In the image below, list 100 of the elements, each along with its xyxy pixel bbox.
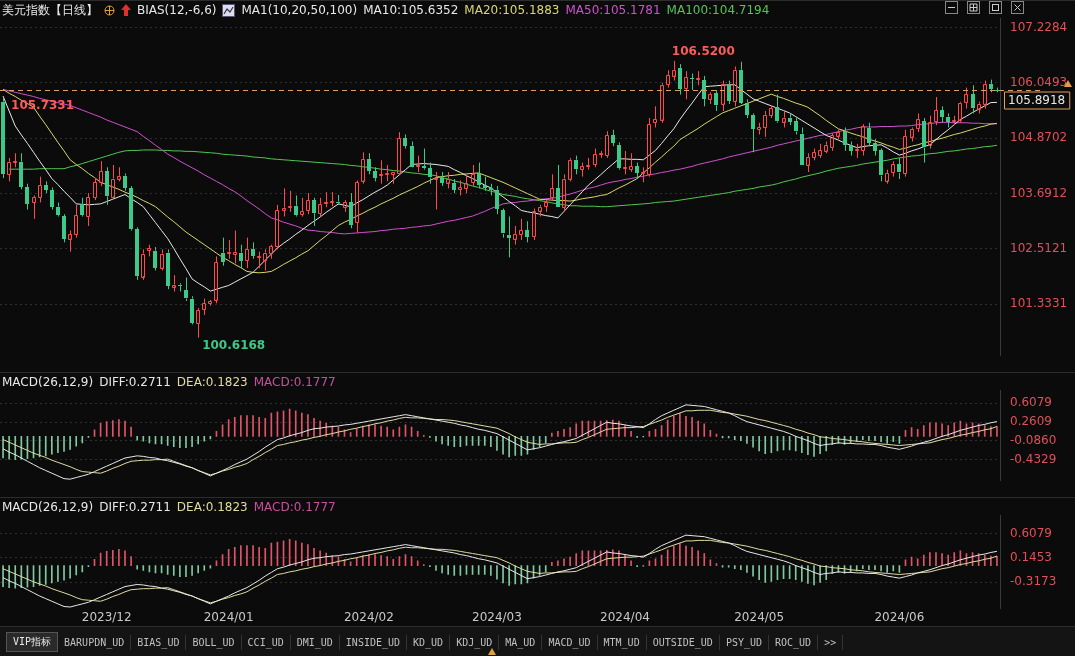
chart-title: 美元指数【日线】 xyxy=(2,1,98,19)
candlestick xyxy=(653,105,657,128)
y-tick-label: 102.5121 xyxy=(1010,240,1068,255)
chart-title: MACD(26,12,9) xyxy=(2,375,94,389)
candlestick xyxy=(471,164,475,187)
candlestick xyxy=(660,82,664,124)
candlestick xyxy=(580,162,584,178)
text: BOLL_UD xyxy=(186,634,242,650)
text: MA50:105.1781 xyxy=(565,3,661,17)
candlestick xyxy=(562,173,566,213)
text: MACD:0.1777 xyxy=(253,500,336,514)
y-tick-label: 107.2284 xyxy=(1010,19,1068,34)
candlestick xyxy=(251,241,255,260)
x-tick-label: 2024/04 xyxy=(600,609,650,624)
candlestick xyxy=(971,84,975,114)
text: OUTSIDE_UD xyxy=(646,634,720,650)
candlestick xyxy=(385,164,389,182)
text: MA10:105.6352 xyxy=(363,3,459,17)
candlestick xyxy=(678,63,682,96)
text: MA100:104.7194 xyxy=(666,3,770,17)
text: MACD:0.1777 xyxy=(253,375,336,389)
candlestick xyxy=(221,237,225,267)
candlestick xyxy=(172,274,176,293)
candlestick xyxy=(538,204,542,218)
candlestick xyxy=(318,197,322,218)
candlestick xyxy=(282,187,286,218)
candlestick xyxy=(513,225,517,246)
candlestick xyxy=(574,155,578,175)
text: PSY_UD xyxy=(719,634,769,650)
candlestick xyxy=(99,160,103,187)
text: DMI_UD xyxy=(290,634,340,650)
candlestick xyxy=(288,190,292,213)
annotation: 106.5200 xyxy=(671,43,735,58)
candlestick xyxy=(903,129,907,178)
candlestick xyxy=(355,179,359,234)
candlestick xyxy=(68,230,72,253)
text: VIP指标 xyxy=(6,632,59,652)
candlestick xyxy=(44,180,48,194)
candlestick xyxy=(489,183,493,196)
candlestick xyxy=(507,216,511,258)
x-tick-label: 2024/01 xyxy=(203,609,254,624)
candlestick xyxy=(745,98,749,119)
candlestick xyxy=(440,171,444,187)
candlestick xyxy=(111,164,115,198)
candlestick xyxy=(763,110,767,138)
candlestick xyxy=(19,152,23,190)
y-tick-label: 0.1453 xyxy=(1010,550,1052,565)
y-tick-label: 106.0493 xyxy=(1010,75,1068,90)
y-tick-label: 0.6079 xyxy=(1010,525,1052,540)
chart-subtitle: BIAS(12,-6,6) xyxy=(137,3,217,17)
text: DEA:0.1823 xyxy=(176,500,248,514)
candlestick xyxy=(330,191,334,207)
candlestick xyxy=(32,194,36,220)
candlestick xyxy=(446,171,450,189)
candlestick xyxy=(672,60,676,82)
candlestick xyxy=(861,123,865,157)
candlestick xyxy=(361,151,365,185)
x-tick-label: 2024/05 xyxy=(734,609,785,624)
x-tick-label: 2024/02 xyxy=(343,609,394,624)
x-tick-label: 2023/12 xyxy=(81,609,132,624)
y-tick-label: -0.3173 xyxy=(1010,574,1057,589)
candlestick xyxy=(123,172,127,192)
candlestick xyxy=(312,197,316,227)
candlestick xyxy=(117,166,121,182)
text: DIFF:0.2711 xyxy=(99,500,171,514)
text: DEA:0.1823 xyxy=(176,375,248,389)
y-tick-label: 0.2609 xyxy=(1010,414,1052,429)
candlestick xyxy=(324,191,328,208)
candlestick xyxy=(233,230,237,264)
candlestick xyxy=(495,185,499,215)
candlestick xyxy=(916,112,920,133)
candlestick xyxy=(873,138,877,157)
candlestick xyxy=(196,307,200,339)
candlestick xyxy=(849,141,853,157)
candlestick xyxy=(306,192,310,215)
candlestick xyxy=(714,89,718,112)
candlestick xyxy=(178,284,182,293)
x-tick-label: 2024/03 xyxy=(472,609,522,624)
candlestick xyxy=(263,248,267,271)
candlestick xyxy=(782,110,786,128)
text: MTM_UD xyxy=(597,634,647,650)
candlestick xyxy=(477,162,481,189)
y-tick-label: 101.3331 xyxy=(1010,296,1068,311)
text: INSIDE_UD xyxy=(339,634,408,650)
y-tick-label: 0.6079 xyxy=(1010,395,1052,410)
candlestick xyxy=(550,173,554,201)
candlestick xyxy=(519,218,523,241)
candlestick xyxy=(843,126,847,152)
text: KDJ_UD xyxy=(450,634,500,650)
text: ROC_UD xyxy=(769,634,819,650)
candlestick xyxy=(416,155,420,173)
candlestick xyxy=(940,105,944,124)
candlestick xyxy=(464,173,468,194)
candlestick xyxy=(525,220,529,243)
y-tick-label: 103.6912 xyxy=(1010,185,1068,200)
candlestick xyxy=(13,152,17,168)
chart-title: MACD(26,12,9) xyxy=(2,500,94,514)
candlestick xyxy=(25,183,29,211)
candlestick xyxy=(135,226,139,281)
text: BIAS_UD xyxy=(131,634,187,650)
